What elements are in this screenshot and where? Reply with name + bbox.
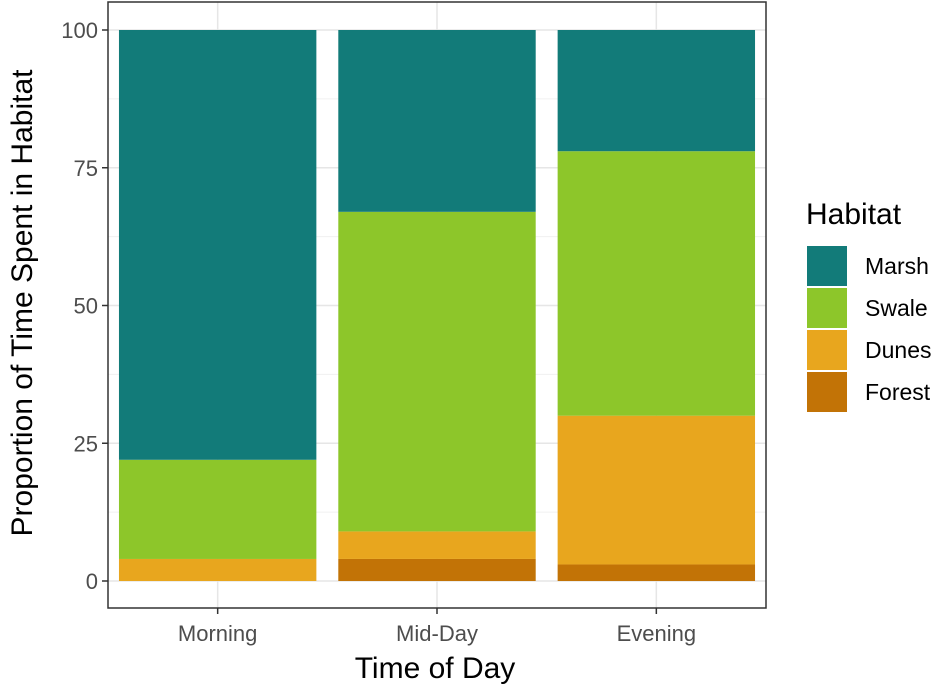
bar-marsh-morning xyxy=(118,30,317,460)
y-axis-title: Proportion of Time Spent in Habitat xyxy=(6,69,39,537)
bars-group xyxy=(118,30,756,581)
bar-forest-evening xyxy=(557,564,756,581)
legend-title: Habitat xyxy=(806,198,902,231)
legend: Habitat Marsh Swale Dunes Forest xyxy=(806,198,931,412)
y-tick-label: 25 xyxy=(74,431,98,456)
x-tick-label: Evening xyxy=(617,621,697,646)
y-tick-label: 50 xyxy=(74,294,98,319)
bar-swale-morning xyxy=(118,459,317,559)
legend-label-marsh: Marsh xyxy=(865,253,929,279)
legend-key-dunes xyxy=(807,330,847,370)
x-tick-label: Morning xyxy=(178,621,257,646)
bar-dunes-morning xyxy=(118,558,317,581)
bar-marsh-mid-day xyxy=(338,30,536,212)
y-tick-label: 75 xyxy=(74,156,98,181)
legend-key-marsh xyxy=(807,246,847,286)
y-axis: 0 25 50 75 100 xyxy=(61,18,108,594)
panel-border xyxy=(107,1,767,609)
bar-swale-mid-day xyxy=(338,211,536,532)
legend-label-swale: Swale xyxy=(865,295,928,321)
legend-key-forest xyxy=(807,372,847,412)
bar-forest-mid-day xyxy=(338,558,536,581)
legend-label-forest: Forest xyxy=(865,379,931,405)
y-tick-label: 0 xyxy=(86,569,98,594)
legend-label-dunes: Dunes xyxy=(865,337,931,363)
x-axis: Morning Mid-Day Evening xyxy=(178,608,696,646)
x-axis-title: Time of Day xyxy=(355,652,516,685)
bar-dunes-mid-day xyxy=(338,531,536,559)
x-tick-label: Mid-Day xyxy=(396,621,478,646)
bar-marsh-evening xyxy=(557,30,756,152)
legend-key-swale xyxy=(807,288,847,328)
bar-dunes-evening xyxy=(557,415,756,565)
bar-swale-evening xyxy=(557,151,756,416)
y-tick-label: 100 xyxy=(61,18,98,43)
